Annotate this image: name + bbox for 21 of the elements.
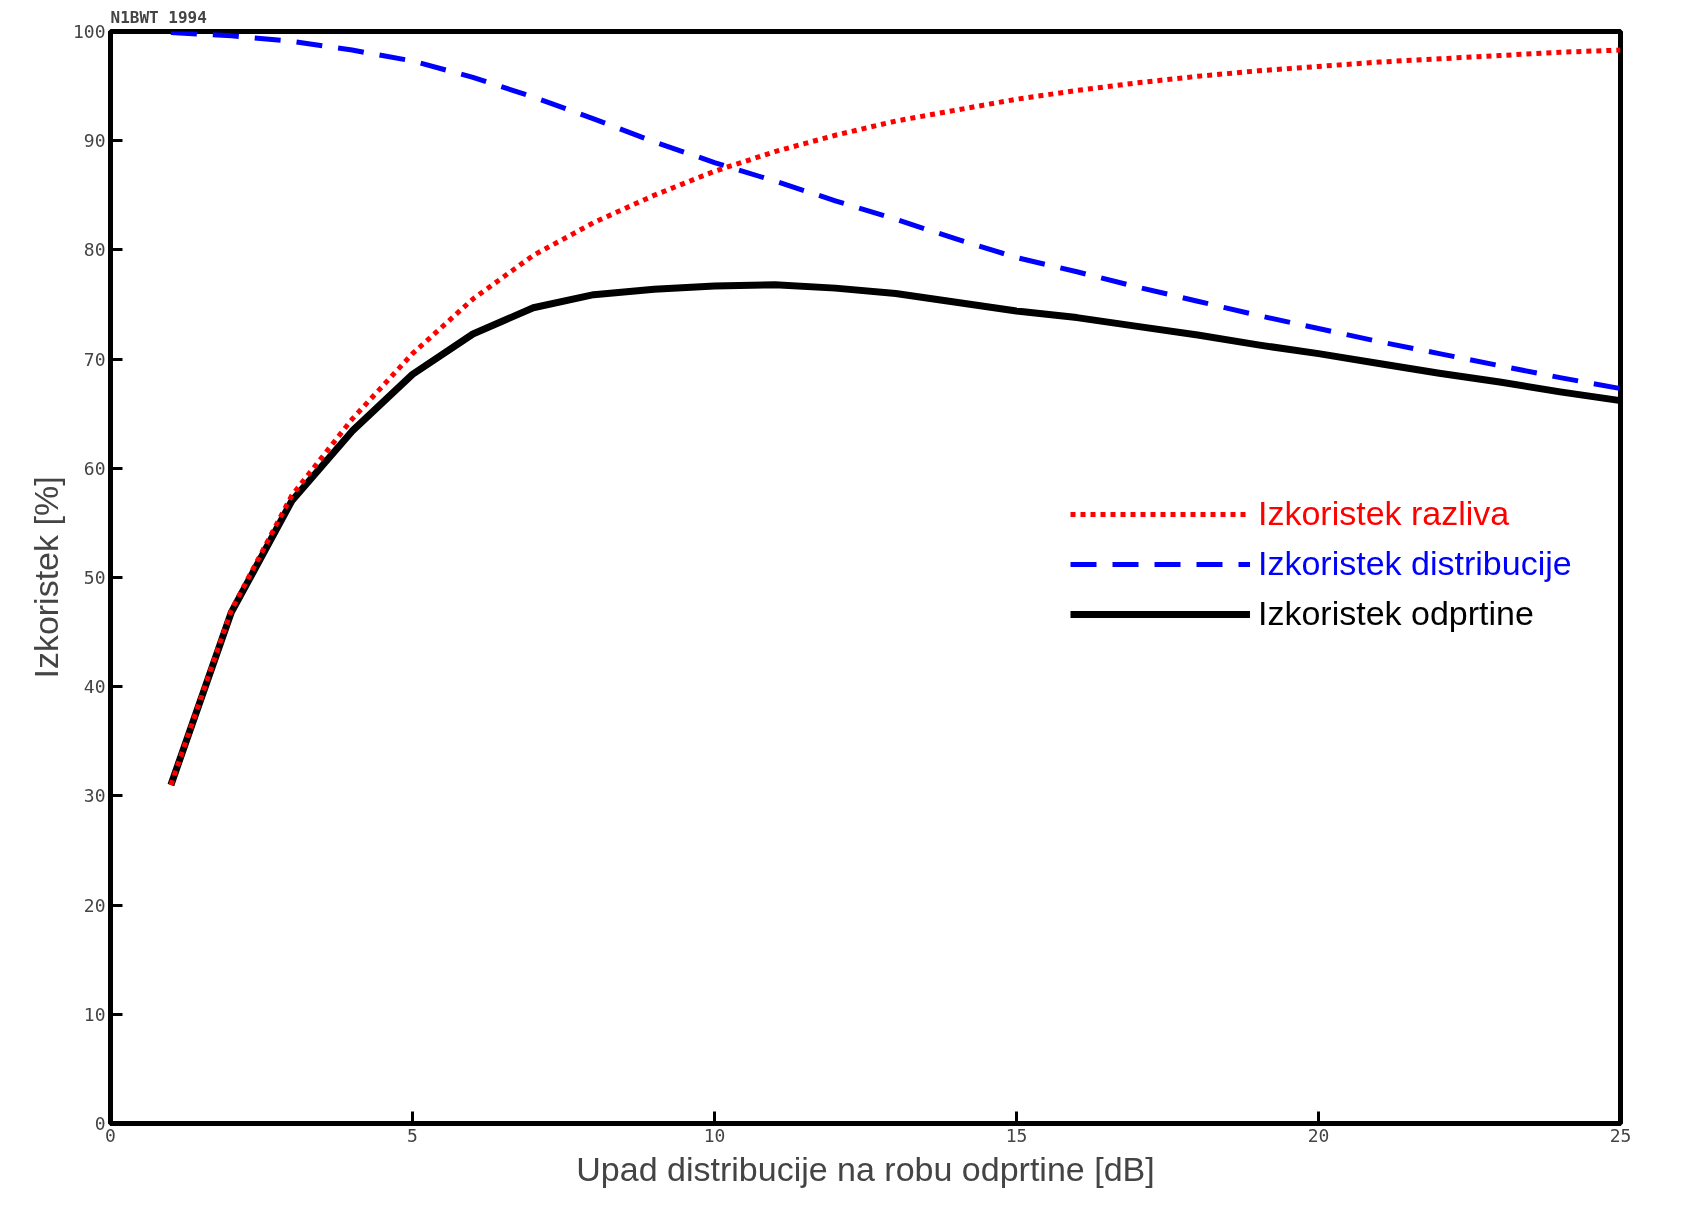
x-tick-label: 20	[1307, 1124, 1330, 1146]
text: N1BWT 1994	[110, 7, 207, 27]
y-axis-title: Izkoristek [%]	[26, 476, 65, 679]
x-tick-label: 10	[703, 1124, 726, 1146]
text: Izkoristek distribucije	[1258, 544, 1572, 583]
x-tick-label: 5	[407, 1124, 418, 1146]
y-tick-label: 90	[83, 130, 106, 152]
text: Izkoristek odprtine	[1258, 594, 1534, 633]
y-tick-label: 20	[83, 894, 106, 916]
x-tick-label: 25	[1609, 1124, 1632, 1146]
x-tick-label: 15	[1005, 1124, 1028, 1146]
y-tick-label: 60	[83, 457, 106, 479]
y-tick-label: 100	[72, 21, 106, 42]
y-tick-label: 30	[83, 785, 106, 807]
y-tick-label: 40	[83, 676, 106, 698]
x-axis-title: Upad distribucije na robu odprtine [dB]	[576, 1149, 1155, 1188]
y-tick-label: 10	[83, 1003, 106, 1025]
text: Izkoristek razliva	[1258, 494, 1510, 533]
y-tick-label: 50	[83, 567, 106, 588]
y-tick-label: 70	[83, 348, 106, 370]
y-tick-label: 80	[83, 239, 106, 261]
